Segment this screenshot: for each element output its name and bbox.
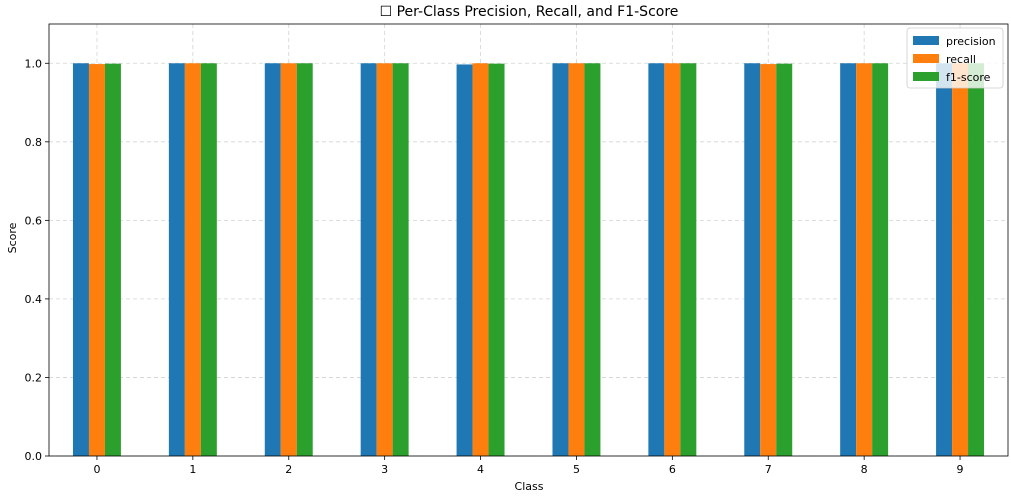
- bar-recall-class-4: [472, 63, 489, 456]
- bar-f1-score-class-3: [392, 63, 409, 456]
- bar-precision-class-3: [360, 63, 377, 456]
- plot-frame: [48, 23, 1009, 457]
- y-tick-label: 1.0: [25, 57, 43, 70]
- y-tick-label: 0.6: [25, 214, 43, 227]
- x-tick-label: 1: [189, 463, 196, 476]
- x-tick-label: 0: [93, 463, 100, 476]
- bar-precision-class-8: [840, 63, 857, 456]
- chart-title: ☐ Per-Class Precision, Recall, and F1-Sc…: [380, 4, 679, 20]
- bar-f1-score-class-4: [488, 63, 505, 456]
- bar-recall-class-6: [664, 63, 681, 456]
- bar-precision-class-4: [456, 64, 473, 456]
- legend-label-recall: recall: [946, 53, 976, 66]
- bar-f1-score-class-0: [104, 63, 121, 456]
- bar-recall-class-1: [184, 63, 201, 456]
- legend-label-precision: precision: [946, 35, 996, 48]
- x-tick-label: 8: [861, 463, 868, 476]
- x-tick-label: 9: [957, 463, 964, 476]
- bar-precision-class-7: [744, 63, 761, 456]
- series-recall-bars: [88, 63, 969, 457]
- axes: [45, 23, 1009, 460]
- bar-recall-class-5: [568, 63, 585, 456]
- bar-precision-class-0: [72, 63, 89, 456]
- bar-precision-class-6: [648, 63, 665, 456]
- bar-f1-score-class-8: [872, 63, 889, 456]
- legend-label-f1-score: f1-score: [946, 71, 991, 84]
- bar-recall-class-8: [856, 63, 873, 456]
- bar-series-group: [72, 63, 985, 457]
- x-tick-label: 7: [765, 463, 772, 476]
- x-tick-label: 5: [573, 463, 580, 476]
- y-axis-title: Score: [6, 222, 19, 253]
- bar-recall-class-0: [88, 64, 105, 457]
- legend-swatch-precision: [913, 36, 939, 45]
- y-tick-label: 0.4: [25, 293, 43, 306]
- y-tick-label: 0.0: [25, 450, 43, 463]
- bar-precision-class-2: [264, 63, 281, 456]
- bar-precision-class-1: [168, 63, 185, 456]
- legend-swatch-recall: [913, 54, 939, 63]
- series-f1-score-bars: [104, 63, 985, 456]
- bar-f1-score-class-5: [584, 63, 601, 456]
- bar-f1-score-class-7: [776, 63, 793, 456]
- bar-f1-score-class-9: [968, 63, 985, 456]
- bar-f1-score-class-1: [200, 63, 217, 456]
- y-tick-label: 0.8: [25, 136, 43, 149]
- bar-f1-score-class-6: [680, 63, 697, 456]
- legend: precision recall f1-score: [906, 27, 1004, 89]
- bar-precision-class-9: [936, 63, 953, 456]
- y-tick-label: 0.2: [25, 371, 43, 384]
- x-tick-label: 6: [669, 463, 676, 476]
- x-tick-label: 2: [285, 463, 292, 476]
- bar-f1-score-class-2: [296, 63, 313, 456]
- series-precision-bars: [72, 63, 953, 456]
- bar-precision-class-5: [552, 63, 569, 456]
- bar-recall-class-9: [952, 63, 969, 456]
- bar-recall-class-3: [376, 63, 393, 456]
- x-tick-label: 3: [381, 463, 388, 476]
- x-axis-title: Class: [515, 480, 544, 493]
- tick-labels: 0.0 0.2 0.4 0.6 0.8 1.0 0 1 2 3 4 5 6 7 8 9: [25, 57, 964, 476]
- bar-recall-class-7: [760, 64, 777, 457]
- bar-recall-class-2: [280, 63, 297, 456]
- legend-swatch-f1-score: [913, 72, 939, 81]
- x-tick-label: 4: [477, 463, 484, 476]
